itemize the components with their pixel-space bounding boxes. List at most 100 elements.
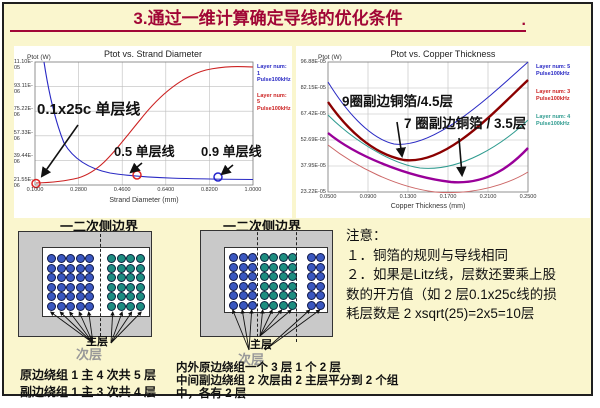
wire-turn — [116, 301, 126, 311]
y-tick: 75.22E-06 — [13, 106, 33, 119]
legend-text: Pulse100kHz — [536, 120, 570, 127]
wire-turn — [259, 300, 269, 310]
wire-turn — [107, 273, 116, 282]
wire-turn — [238, 281, 248, 291]
wire-turn — [259, 272, 269, 281]
wire-turn — [47, 292, 56, 301]
wire-turn — [259, 253, 269, 262]
wire-turn — [278, 291, 288, 300]
annotation-0.1x25c: 0.1x25c 单层线 — [37, 101, 141, 118]
x-axis-label: Strand Diameter (mm) — [109, 197, 179, 204]
winding-area — [224, 247, 328, 313]
wire-turn — [248, 291, 257, 300]
wire-turn — [47, 273, 56, 282]
winding-diagram-right: 一二次侧边界 主层 次层 — [195, 216, 340, 367]
wire-turn — [47, 301, 56, 311]
marker-0.5 — [132, 170, 142, 180]
wire-turn — [135, 292, 145, 301]
wire-turn — [248, 281, 257, 291]
marker-0.9 — [213, 172, 223, 182]
legend-entry: Layer num: 5 Pulse100kHz — [536, 64, 588, 77]
secondary-winding-group — [107, 254, 145, 311]
boundary-dashed-line-1 — [257, 227, 258, 342]
wire-turn — [66, 263, 75, 273]
diagram-captions: 原边绕组 1 主 4 次共 5 层副边绕组 1 主 3 次共 4 层 — [20, 367, 156, 401]
wire-turn — [248, 262, 257, 272]
wire-turn — [107, 301, 116, 311]
legend-text: Layer num: 1 — [257, 64, 287, 77]
gridlines — [35, 62, 253, 185]
wire-turn — [116, 282, 126, 292]
wire-turn — [259, 262, 269, 272]
y-tick: 57.33E-06 — [13, 129, 33, 142]
annotation-0.9: 0.9 单层线 — [201, 144, 262, 159]
note-line: １．铜箔的规则与导线相同 — [346, 247, 508, 263]
chart-title: Ptot vs. Copper Thickness — [390, 49, 496, 59]
x-tick: 0.8200 — [200, 187, 218, 193]
wire-turn — [316, 272, 325, 281]
note-line: 注意： — [346, 228, 387, 243]
wire-turn — [278, 262, 288, 272]
diagram-right-captions: 内外原边绕组一个 3 层 1 个 2 层中间副边绕组 2 次层由 2 主层平分到… — [176, 362, 398, 401]
curve-layer3 — [327, 79, 529, 162]
plot-frame — [327, 61, 529, 193]
boundary-label: 一二次侧边界 — [60, 219, 139, 234]
y-tick: 23.22E-05 — [300, 189, 326, 195]
slide-title-bar: 3.通过一维计算确定导线的优化条件 . — [10, 4, 526, 32]
wire-turn — [126, 263, 135, 273]
wire-turn — [135, 273, 145, 282]
wire-turn — [229, 262, 238, 272]
legend-text: Layer num: 5 — [536, 64, 571, 70]
y-tick-labels: 11.10E-05 93.11E-06 75.22E-06 57.33E-06 39.4… — [14, 59, 33, 189]
legend-text: Pulse100kHz — [257, 105, 291, 112]
wire-turn — [238, 272, 248, 281]
wire-turn — [116, 254, 126, 263]
curve-layer5 — [327, 61, 529, 145]
wire-turn — [306, 300, 316, 310]
wire-turn — [269, 262, 278, 272]
wire-turn — [135, 263, 145, 273]
x-tick: 0.1000 — [26, 187, 44, 193]
y-tick: 96.88E-05 — [300, 59, 326, 65]
x-tick: 0.2100 — [479, 194, 497, 200]
plot-frame — [34, 61, 254, 186]
secondary-layer-label: 次层 — [76, 347, 103, 362]
wire-turn — [306, 291, 316, 300]
caption-line: 中间副边绕组 2 次层由 2 主层平分到 2 个组 — [176, 375, 399, 387]
wire-turn — [107, 263, 116, 273]
annotation-7turn-foil: 7 圈副边铜箔 / 3.5层 — [404, 116, 527, 131]
y-axis-label: Ptot (W) — [27, 54, 51, 61]
page-title: 3.通过一维计算确定导线的优化条件 — [133, 9, 403, 28]
curve-layer5 — [35, 65, 254, 184]
primary-layer-label: 主层 — [86, 336, 108, 348]
y-tick: 11.10E-05 — [14, 59, 33, 71]
wire-turn — [56, 254, 66, 263]
wire-turn — [238, 300, 248, 310]
notes-block: 注意： １．铜箔的规则与导线相同 ２．如果是Litz线，层数还要乘上股 数的开方值（如… — [346, 226, 596, 324]
winding-area — [42, 247, 150, 317]
x-tick-labels: 0.0500 0.0900 0.1300 0.1700 0.2100 0.2500 — [313, 194, 543, 200]
wire-turn — [56, 273, 66, 282]
wire-turn — [238, 253, 248, 262]
wire-turn — [316, 281, 325, 291]
primary-inner-group — [306, 253, 326, 310]
legend-entry: Layer num: 1 Pulse100kHz — [257, 64, 291, 84]
wire-turn — [126, 282, 135, 292]
wire-turn — [85, 254, 94, 263]
x-tick: 1.0000 — [244, 187, 262, 193]
note-line: ２．如果是Litz线，层数还要乘上股 — [346, 267, 557, 282]
wire-turn — [269, 272, 278, 281]
wire-turn — [75, 282, 85, 292]
wire-turn — [126, 301, 135, 311]
legend-text: Layer num: 5 — [257, 92, 287, 106]
wire-turn — [278, 272, 288, 281]
chart-strand-diameter: Ptot vs. Strand Diameter Ptot (W) 11.10E… — [14, 46, 292, 218]
wire-turn — [116, 273, 126, 282]
secondary-middle-group — [259, 253, 298, 310]
wire-turn — [56, 282, 66, 292]
note-line: 耗层数是 2 xsqrt(25)=2x5=10层 — [346, 306, 535, 321]
legend-entry: Layer num: 3 Pulse100kHz — [536, 89, 588, 102]
y-tick: 52.69E-05 — [300, 137, 326, 143]
wire-turn — [107, 292, 116, 301]
wire-turn — [116, 292, 126, 301]
